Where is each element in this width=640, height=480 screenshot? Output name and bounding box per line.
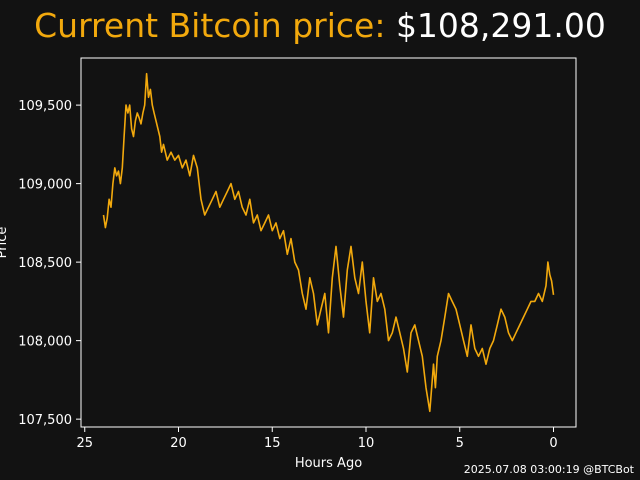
title-label: Current Bitcoin price: — [34, 6, 396, 45]
x-tick-label: 5 — [456, 436, 464, 451]
x-tick-label: 0 — [549, 436, 557, 451]
y-axis-label: Price — [0, 227, 10, 259]
price-series-line — [102, 72, 555, 413]
plot-frame — [80, 57, 577, 428]
x-tick-label: 10 — [358, 436, 375, 451]
current-price: $108,291.00 — [395, 6, 606, 45]
y-tick-label: 109,500 — [18, 99, 72, 114]
plot-area — [102, 72, 555, 413]
y-tick-label: 108,000 — [18, 335, 72, 350]
y-axis: 107,500 108,000 108,500 109,000 109,500 — [18, 99, 81, 428]
x-tick-label: 25 — [76, 436, 93, 451]
x-tick-label: 15 — [264, 436, 281, 451]
x-axis: 25 20 15 10 5 0 — [76, 427, 558, 451]
y-tick-label: 108,500 — [18, 256, 72, 271]
y-tick-label: 107,500 — [18, 413, 72, 428]
x-axis-label: Hours Ago — [295, 456, 362, 471]
y-tick-label: 109,000 — [18, 178, 72, 193]
timestamp: 2025.07.08 03:00:19 @BTCBot — [463, 463, 634, 476]
x-tick-label: 20 — [170, 436, 187, 451]
page-title: Current Bitcoin price: $108,291.00 — [0, 6, 640, 45]
